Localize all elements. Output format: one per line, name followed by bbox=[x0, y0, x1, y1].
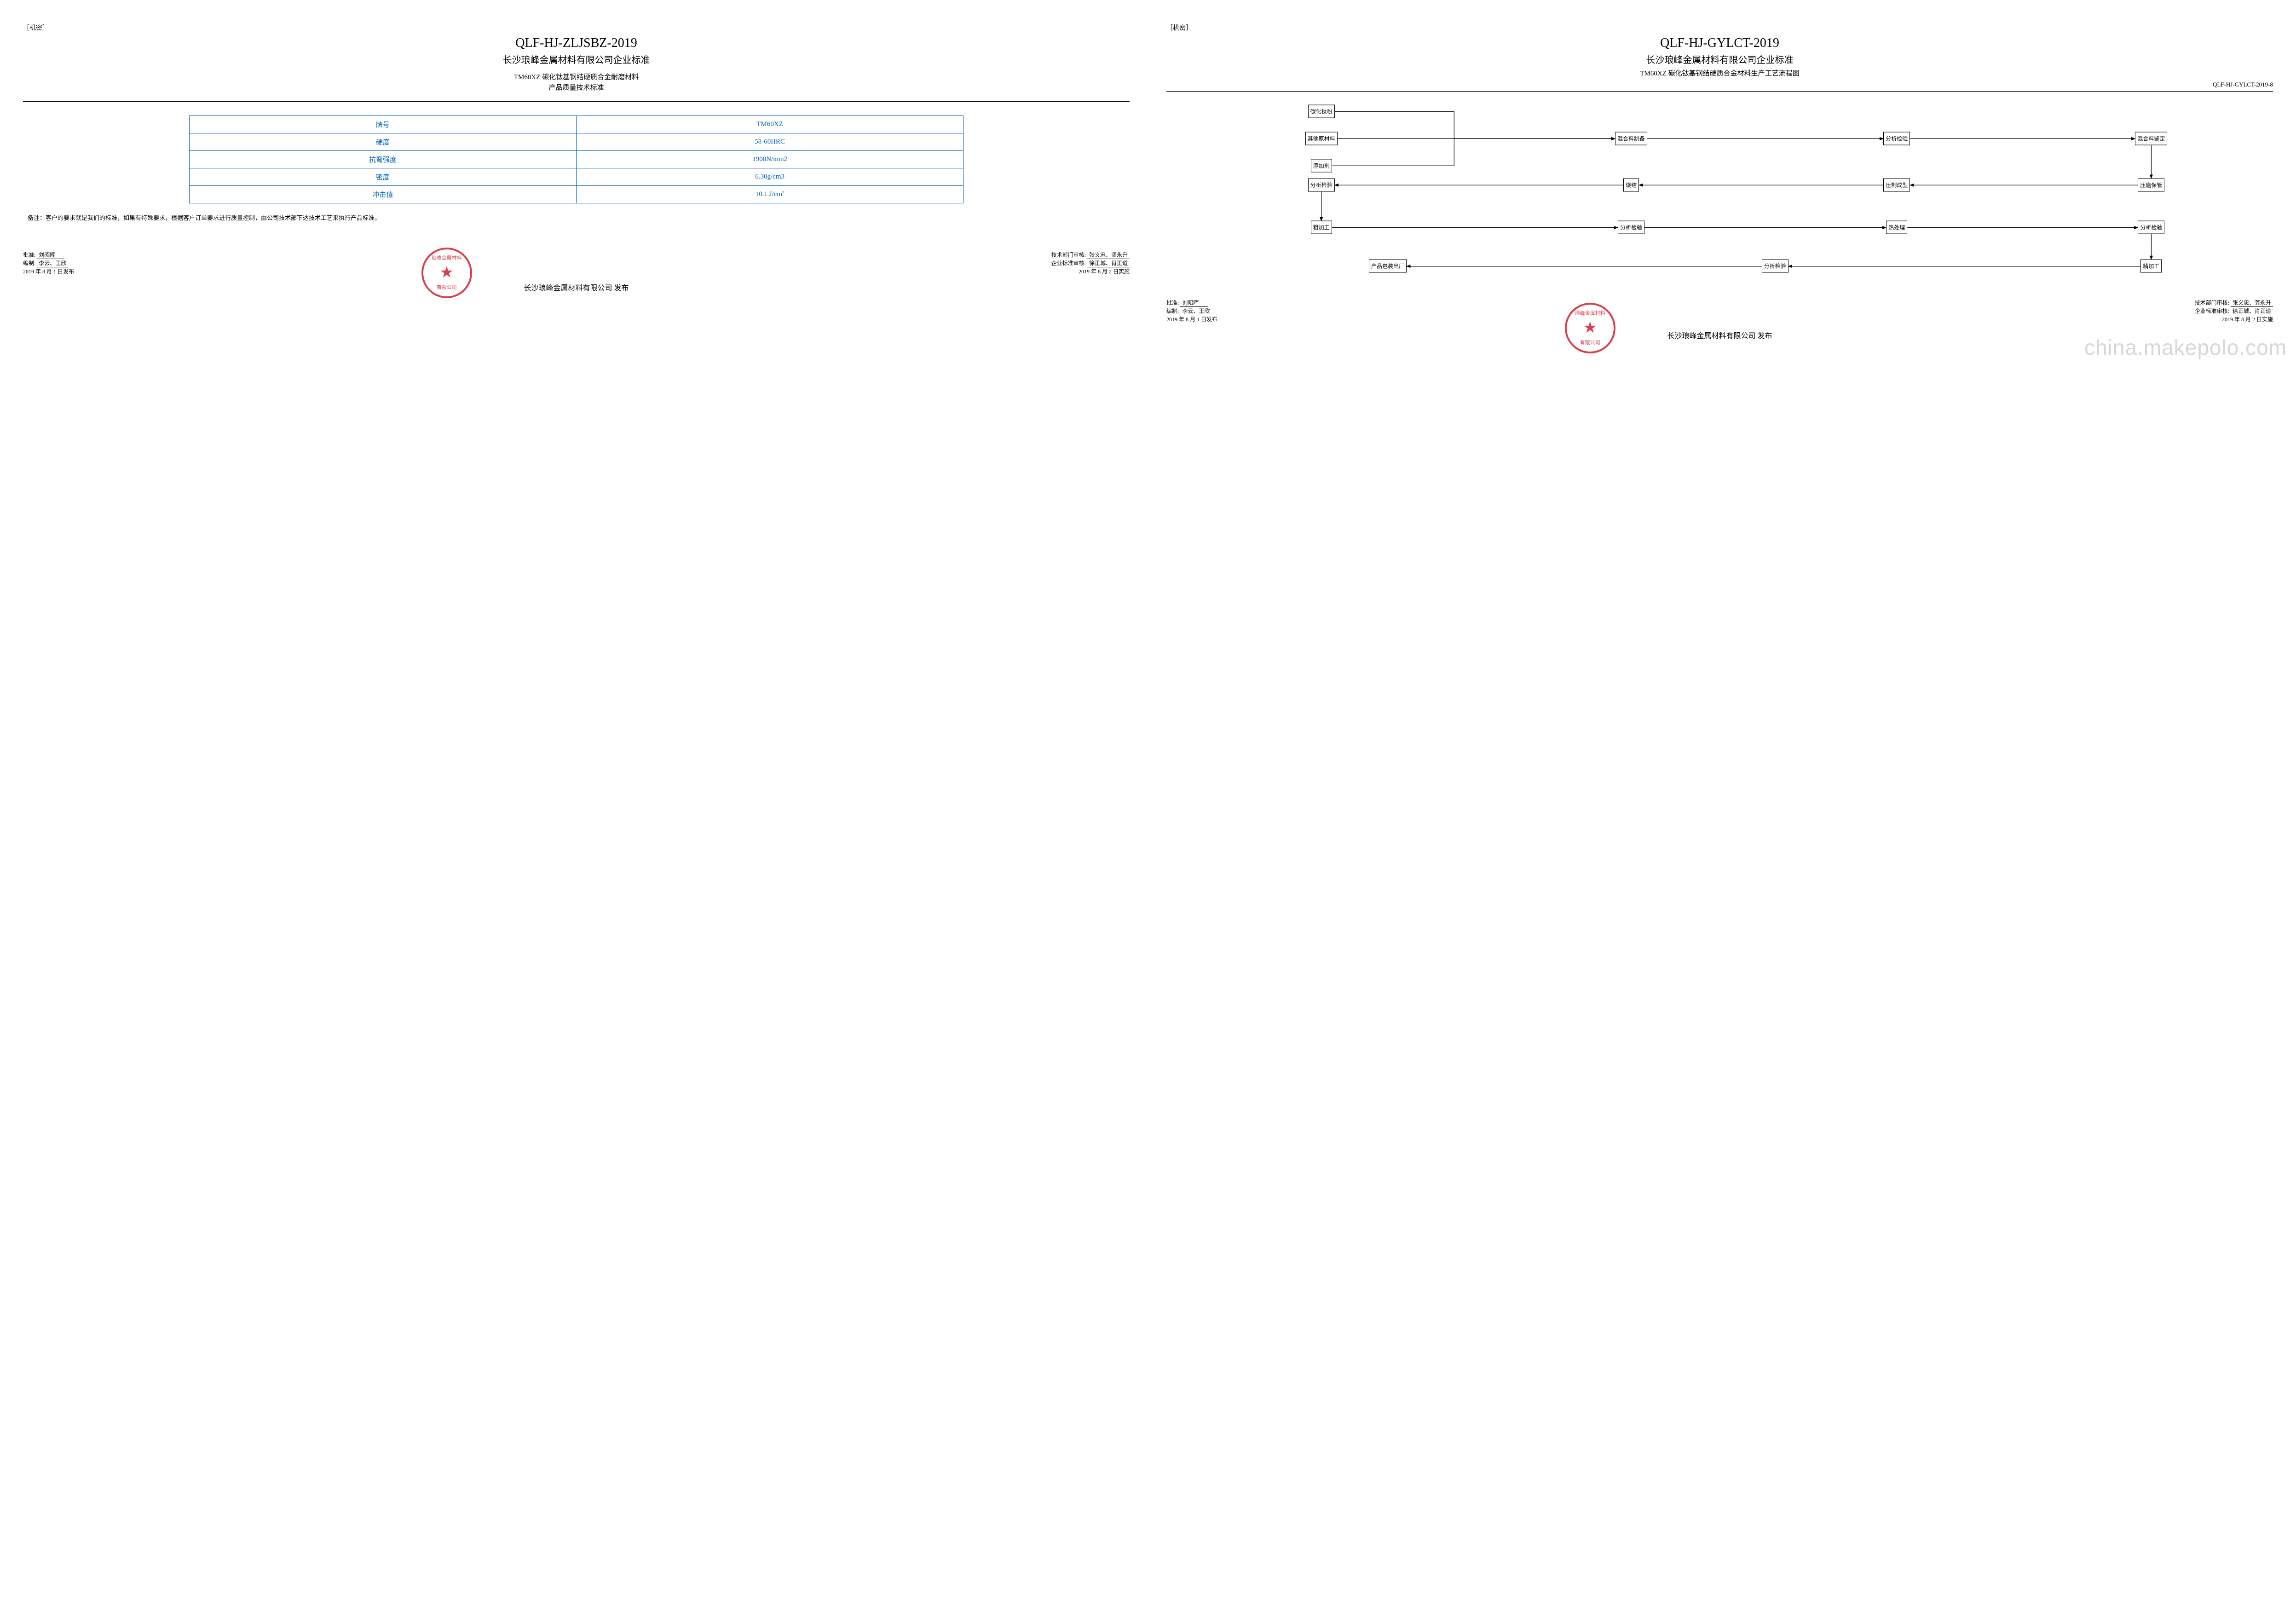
tech-name: 张义忠、龚永升 bbox=[1087, 251, 1130, 259]
confidential-label: ［机密］ bbox=[23, 23, 1130, 32]
spec-key: 牌号 bbox=[189, 116, 576, 133]
spec-key: 抗弯强度 bbox=[189, 151, 576, 168]
divider-line bbox=[23, 101, 1130, 102]
tech-name: 张义忠、龚永升 bbox=[2231, 299, 2273, 307]
flow-node: 精加工 bbox=[2140, 260, 2162, 273]
flow-node: 碳化钛粉 bbox=[1308, 105, 1335, 118]
compile-name: 李云、王欣 bbox=[37, 259, 68, 267]
std-cell: 企业标准审核: 徐正城、肖正道 bbox=[2195, 307, 2273, 315]
sub-document-code: QLF-HJ-GYLCT-2019-8 bbox=[1166, 81, 2273, 88]
spec-value: 58-60HRC bbox=[577, 133, 963, 151]
std-name: 徐正城、肖正道 bbox=[2231, 307, 2273, 315]
tech-cell: 技术部门审核: 张义忠、龚永升 bbox=[2195, 299, 2273, 307]
approve-label: 批准: bbox=[23, 252, 35, 258]
approve-cell: 批准: 刘昭晖 bbox=[23, 251, 64, 259]
tech-cell: 技术部门审核: 张义忠、龚永升 bbox=[1051, 251, 1130, 259]
flow-node: 混合料制备 bbox=[1615, 132, 1647, 145]
document-code: QLF-HJ-GYLCT-2019 bbox=[1166, 36, 2273, 51]
eff-date: 2019 年 8 月 2 日实施 bbox=[2222, 315, 2273, 323]
company-standard-title: 长沙琅峰金属材料有限公司企业标准 bbox=[23, 52, 1130, 66]
approve-name: 刘昭晖 bbox=[37, 251, 64, 259]
compile-cell: 编制: 李云、王欣 bbox=[1166, 307, 1211, 315]
flow-node: 产品包装出厂 bbox=[1369, 260, 1407, 273]
spec-value: 6.30g/cm3 bbox=[577, 168, 963, 186]
approve-cell: 批准: 刘昭晖 bbox=[1166, 299, 1208, 307]
confidential-label: ［机密］ bbox=[1166, 23, 2273, 32]
divider-line bbox=[1166, 91, 2273, 92]
eff-date: 2019 年 8 月 2 日实施 bbox=[1079, 267, 1130, 275]
compile-label: 编制: bbox=[23, 260, 35, 266]
approve-label: 批准: bbox=[1166, 300, 1179, 306]
flow-node: 粗加工 bbox=[1311, 221, 1332, 234]
std-label: 企业标准审核: bbox=[1051, 260, 1086, 266]
flow-node: 烧结 bbox=[1623, 178, 1639, 191]
note-text: 备注：客户的要求就是我们的标准，如果有特殊要求，根据客户订单要求进行质量控制，由… bbox=[28, 213, 1125, 223]
right-page: ［机密］ QLF-HJ-GYLCT-2019 长沙琅峰金属材料有限公司企业标准 … bbox=[1157, 18, 2282, 345]
tech-label: 技术部门审核: bbox=[1051, 252, 1086, 258]
std-name: 徐正城、肖正道 bbox=[1087, 259, 1130, 267]
flowchart-arrows bbox=[1166, 96, 2273, 289]
subtitle-line1: TM60XZ 碳化钛基钢结硬质合金材料生产工艺流程图 bbox=[1166, 69, 2273, 79]
footer-block: 批准: 刘昭晖 技术部门审核: 张义忠、龚永升 编制: 李云、王欣 企业标准审核… bbox=[1166, 299, 2273, 341]
company-standard-title: 长沙琅峰金属材料有限公司企业标准 bbox=[1166, 52, 2273, 66]
spec-table: 牌号TM60XZ硬度58-60HRC抗弯强度1900N/mm2密度6.30g/c… bbox=[189, 116, 964, 203]
subtitle-line2: 产品质量技术标准 bbox=[23, 83, 1130, 93]
pub-date: 2019 年 8 月 1 日发布 bbox=[1166, 315, 1217, 323]
flow-node: 分析检验 bbox=[1618, 221, 1644, 234]
flow-node: 其他原材料 bbox=[1305, 132, 1338, 145]
spec-value: TM60XZ bbox=[577, 116, 963, 133]
issued-by: 长沙琅峰金属材料有限公司 发布 bbox=[23, 282, 1130, 293]
flowchart: 碳化钛粉其他原材料添加剂混合料制备分析检验混合料鉴定压磨保管压制成型烧结分析检验… bbox=[1166, 96, 2273, 289]
subtitle-line1: TM60XZ 碳化钛基钢结硬质合金耐磨材料 bbox=[23, 72, 1130, 83]
left-page: ［机密］ QLF-HJ-ZLJSBZ-2019 长沙琅峰金属材料有限公司企业标准… bbox=[14, 18, 1139, 345]
flow-node: 添加剂 bbox=[1311, 159, 1332, 172]
footer-block: 批准: 刘昭晖 技术部门审核: 张义忠、龚永升 编制: 李云、王欣 企业标准审核… bbox=[23, 251, 1130, 293]
flow-node: 分析检验 bbox=[2138, 221, 2164, 234]
std-label: 企业标准审核: bbox=[2195, 308, 2229, 314]
spec-value: 10.1 J/cm² bbox=[577, 186, 963, 203]
tech-label: 技术部门审核: bbox=[2195, 300, 2229, 306]
spec-key: 硬度 bbox=[189, 133, 576, 151]
spec-key: 密度 bbox=[189, 168, 576, 186]
flow-node: 热处理 bbox=[1886, 221, 1907, 234]
flow-node: 混合料鉴定 bbox=[2135, 132, 2167, 145]
issued-by: 长沙琅峰金属材料有限公司 发布 bbox=[1166, 329, 2273, 341]
flow-node: 分析检验 bbox=[1762, 260, 1788, 273]
std-cell: 企业标准审核: 徐正城、肖正道 bbox=[1051, 259, 1130, 267]
compile-label: 编制: bbox=[1166, 308, 1179, 314]
compile-name: 李云、王欣 bbox=[1180, 307, 1211, 315]
flow-node: 压磨保管 bbox=[2138, 178, 2164, 191]
document-code: QLF-HJ-ZLJSBZ-2019 bbox=[23, 36, 1130, 51]
spec-key: 冲击值 bbox=[189, 186, 576, 203]
approve-name: 刘昭晖 bbox=[1180, 299, 1208, 307]
flow-node: 压制成型 bbox=[1883, 178, 1910, 191]
compile-cell: 编制: 李云、王欣 bbox=[23, 259, 68, 267]
spec-value: 1900N/mm2 bbox=[577, 151, 963, 168]
flow-node: 分析检验 bbox=[1308, 178, 1335, 191]
pub-date: 2019 年 8 月 1 日发布 bbox=[23, 267, 74, 275]
flow-node: 分析检验 bbox=[1883, 132, 1910, 145]
